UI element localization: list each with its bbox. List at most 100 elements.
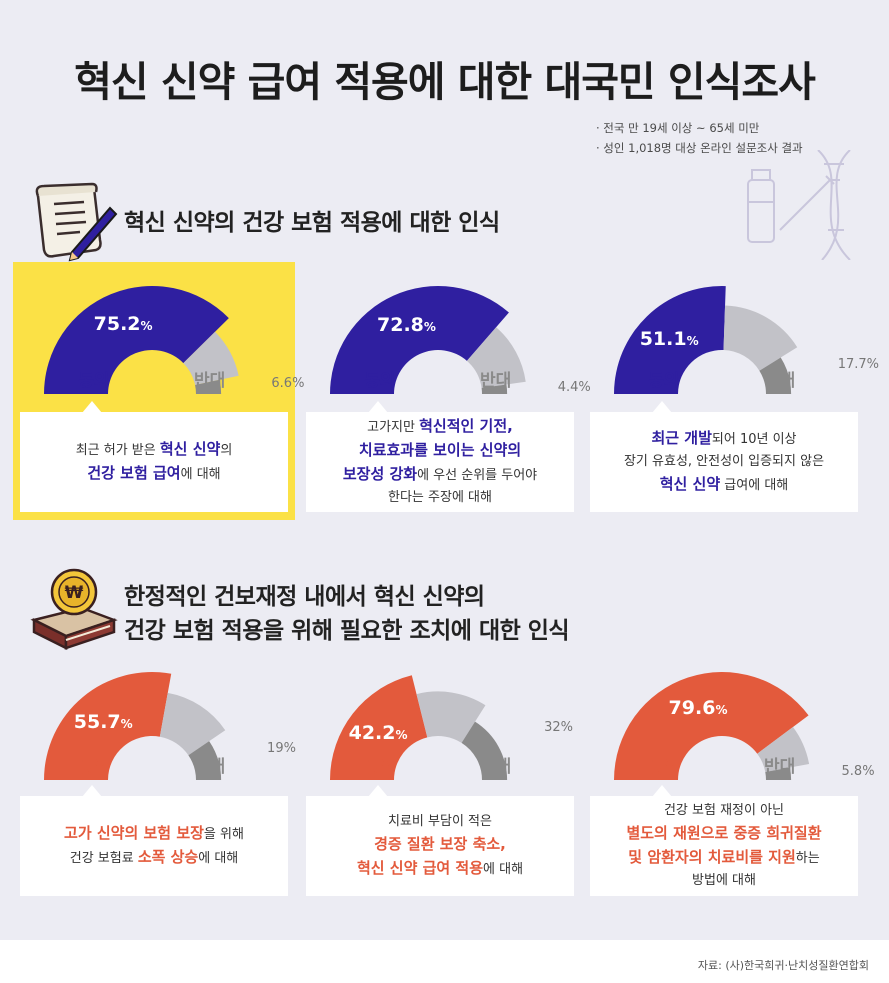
plain-text: 을 위해 <box>203 827 244 842</box>
agree-label: 동의 <box>364 757 396 777</box>
highlighted-text: 및 암환자의 치료비를 지원 <box>628 848 796 866</box>
neutral-slice <box>159 692 226 756</box>
card-text-line: 별도의 재원으로 중증 희귀질환 <box>626 822 821 846</box>
agree-label: 동의 <box>648 371 680 391</box>
disagree-label: 반대 <box>194 371 226 391</box>
plain-text: 에 대해 <box>180 467 221 482</box>
plain-text: 되어 10년 이상 <box>711 432 797 447</box>
gauge-chart-2 <box>330 286 526 394</box>
disagree-label: 반대 <box>480 757 512 777</box>
agree-percent-label: 72.8% <box>377 313 436 336</box>
disagree-label: 반대 <box>764 371 796 391</box>
highlighted-text: 혁신적인 기전, <box>419 417 513 435</box>
plain-text: 최근 허가 받은 <box>75 443 160 458</box>
svg-text:₩: ₩ <box>65 583 84 603</box>
disagree-label: 반대 <box>194 757 226 777</box>
plain-text: 건강 보험료 <box>69 851 138 866</box>
neutral-slice <box>183 331 239 385</box>
plain-text: 급여에 대해 <box>720 478 789 493</box>
agree-percent-label: 79.6% <box>668 696 728 719</box>
highlighted-text: 보장성 강화 <box>342 465 418 483</box>
agree-slice <box>614 286 726 394</box>
neutral-slice <box>416 691 486 743</box>
agree-percent-label: 42.2% <box>348 722 408 745</box>
neutral-slice <box>723 305 798 371</box>
document-pen-icon <box>35 182 118 262</box>
highlighted-text: 소폭 상승 <box>137 848 199 866</box>
neutral-slice <box>466 327 526 388</box>
highlighted-text: 경증 질환 보장 축소, <box>374 835 506 853</box>
card-text-line: 건강 보험 급여에 대해 <box>87 462 220 486</box>
card-text-line: 최근 개발되어 10년 이상 <box>651 427 796 451</box>
footer-bar <box>0 940 889 983</box>
plain-text: 치료비 부담이 적은 <box>388 814 492 829</box>
highlighted-text: 치료효과를 보이는 신약의 <box>358 441 522 459</box>
disagree-percent-label: 4.4% <box>557 380 591 396</box>
card-text-line: 한다는 주장에 대해 <box>388 487 492 509</box>
agree-label: 동의 <box>78 757 110 777</box>
card-text-line: 치료효과를 보이는 신약의 <box>359 439 521 463</box>
section2-title-line2: 건강 보험 적용을 위해 필요한 조치에 대한 인식 <box>124 618 570 644</box>
agree-slice <box>330 286 509 394</box>
highlighted-text: 혁신 신약 <box>159 440 221 458</box>
card-text-line: 방법에 대해 <box>692 870 756 892</box>
disagree-percent-label: 19% <box>267 741 296 757</box>
disagree-slice <box>765 767 792 780</box>
note-line: · 전국 만 19세 이상 ~ 65세 미만 <box>596 121 760 135</box>
plain-text: 고가지만 <box>367 420 420 435</box>
disagree-slice <box>188 741 222 780</box>
survey-notes: · 전국 만 19세 이상 ~ 65세 미만 · 성인 1,018명 대상 온라… <box>596 118 803 158</box>
gauge-chart-1 <box>44 286 239 394</box>
note-line: · 성인 1,018명 대상 온라인 설문조사 결과 <box>596 141 803 155</box>
card-text-line: 건강 보험 재정이 아닌 <box>664 800 784 822</box>
dna-vial-decoration <box>747 150 851 260</box>
card-text-line: 혁신 신약 급여에 대해 <box>660 473 789 497</box>
disagree-slice <box>195 379 222 394</box>
agree-label: 동의 <box>648 757 680 777</box>
agree-percent-label: 51.1% <box>639 328 699 351</box>
disagree-slice <box>759 357 792 394</box>
section2-title-line1: 한정적인 건보재정 내에서 혁신 신약의 <box>124 584 485 610</box>
card-text-line: 고가지만 혁신적인 기전, <box>367 415 513 439</box>
card-text-line: 최근 허가 받은 혁신 신약의 <box>76 438 233 462</box>
card-pointer <box>368 401 388 413</box>
card-text-line: 건강 보험료 소폭 상승에 대해 <box>70 846 239 870</box>
card-pointer <box>368 785 388 797</box>
disagree-percent-label: 17.7% <box>837 357 879 373</box>
page-title: 혁신 신약 급여 적용에 대한 대국민 인식조사 <box>74 58 816 106</box>
description-card: 최근 허가 받은 혁신 신약의 건강 보험 급여에 대해 <box>20 412 288 512</box>
agree-slice <box>44 672 172 780</box>
section1-title: 혁신 신약의 건강 보험 적용에 대한 인식 <box>124 210 500 236</box>
agree-label: 동의 <box>364 371 396 391</box>
card-text-line: 보장성 강화에 우선 순위를 두어야 <box>343 463 537 487</box>
card-pointer <box>82 785 102 797</box>
highlighted-text: 혁신 신약 급여 적용 <box>356 859 484 877</box>
plain-text: 방법에 대해 <box>692 873 756 888</box>
highlighted-text: 혁신 신약 <box>659 475 721 493</box>
card-text-line: 경증 질환 보장 축소, <box>374 833 506 857</box>
plain-text: 건강 보험 재정이 아닌 <box>663 803 785 818</box>
disagree-slice <box>461 721 508 780</box>
disagree-percent-label: 32% <box>544 720 574 736</box>
agree-percent-label: 75.2% <box>93 312 153 335</box>
agree-slice <box>330 675 428 780</box>
disagree-label: 반대 <box>764 757 796 777</box>
section2-title: 한정적인 건보재정 내에서 혁신 신약의 건강 보험 적용을 위해 필요한 조치… <box>124 580 570 648</box>
gauge-chart-4 <box>44 672 226 780</box>
highlighted-text: 고가 신약의 보험 보장 <box>64 824 204 842</box>
disagree-percent-label: 6.6% <box>271 376 305 392</box>
plain-text: 에 우선 순위를 두어야 <box>417 468 538 483</box>
agree-label: 동의 <box>78 371 110 391</box>
disagree-label: 반대 <box>480 371 512 391</box>
agree-slice <box>44 286 229 394</box>
plain-text: 하는 <box>795 851 820 866</box>
plain-text: 에 대해 <box>483 862 524 877</box>
plain-text: 장기 유효성, 안전성이 입증되지 않은 <box>623 454 825 469</box>
card-text-line: 및 암환자의 치료비를 지원하는 <box>628 846 819 870</box>
highlighted-text: 별도의 재원으로 중증 희귀질환 <box>626 824 822 842</box>
